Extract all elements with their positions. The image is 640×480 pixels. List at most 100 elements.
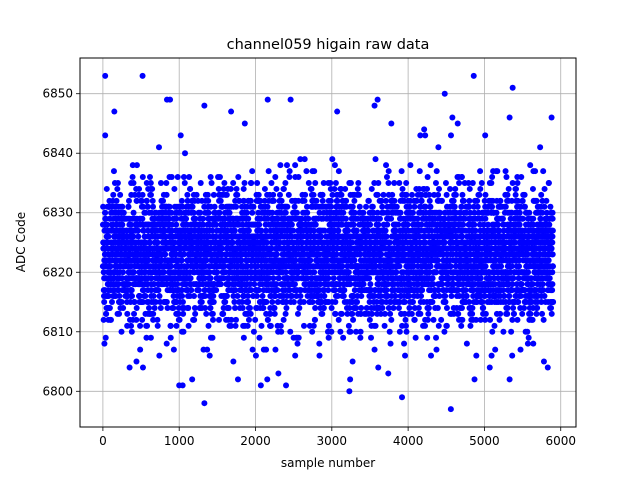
data-point [245,316,252,323]
data-point [335,227,342,234]
data-point [130,209,137,216]
data-point [356,191,363,198]
data-point [396,263,403,270]
data-point [435,322,442,329]
data-point [398,168,405,175]
data-point [301,197,308,204]
data-point [284,203,291,210]
data-point [110,168,117,175]
data-point [127,221,134,228]
data-point [231,227,238,234]
data-point [368,185,375,192]
data-point [331,162,338,169]
data-point [384,221,391,228]
data-point [375,364,382,371]
data-point [450,197,457,204]
data-point [193,191,200,198]
data-point [204,191,211,198]
data-point [387,340,394,347]
data-point [145,304,152,311]
data-point [272,174,279,181]
data-point [219,245,226,252]
data-point [180,310,187,317]
data-point [296,304,303,311]
data-point [302,191,309,198]
data-point [383,162,390,169]
data-point [460,197,467,204]
data-point [273,185,280,192]
data-point [403,191,410,198]
data-point [327,197,334,204]
data-point [328,203,335,210]
data-point [204,346,211,353]
data-point [246,304,253,311]
data-point [214,269,221,276]
data-point [181,179,188,186]
data-point [427,162,434,169]
data-point [154,239,161,246]
data-point [103,185,110,192]
data-point [338,191,345,198]
data-point [175,310,182,317]
data-point [340,209,347,216]
data-point [419,287,426,294]
data-point [391,179,398,186]
data-point [462,287,469,294]
data-point [443,322,450,329]
data-point [307,257,314,264]
data-point [471,221,478,228]
data-point [376,215,383,222]
data-point [129,162,136,169]
data-point [183,215,190,222]
data-point [129,174,136,181]
data-point [320,304,327,311]
data-point [174,281,181,288]
data-point [408,310,415,317]
data-point [402,316,409,323]
data-point [128,287,135,294]
data-point [264,316,271,323]
data-point [144,322,151,329]
data-point [192,310,199,317]
data-point [285,191,292,198]
data-point [351,257,358,264]
data-point [148,287,155,294]
data-point [155,287,162,294]
data-point [263,299,270,306]
data-point [458,304,465,311]
data-point [463,293,470,300]
data-point [167,322,174,329]
data-point [354,299,361,306]
data-point [443,304,450,311]
data-point [283,162,290,169]
data-point [319,310,326,317]
data-point [221,179,228,186]
data-point [311,269,318,276]
data-point [151,304,158,311]
data-point [259,293,266,300]
data-point [272,346,279,353]
data-point [233,203,240,210]
data-point [150,316,157,323]
data-point [417,310,424,317]
data-point [100,269,107,276]
data-point [138,197,145,204]
data-point [332,310,339,317]
data-point [277,322,284,329]
data-point [233,316,239,323]
data-point [304,209,311,216]
data-point [114,179,121,186]
data-point [100,316,107,323]
data-point [187,185,194,192]
data-point [210,293,217,300]
data-point [147,334,154,341]
data-point [425,310,432,317]
data-point [147,191,154,198]
data-point [210,191,217,198]
data-point [220,185,227,192]
data-point [443,191,450,198]
data-point [184,197,191,204]
data-point [133,197,140,204]
data-point [103,310,110,317]
data-point [274,287,281,294]
